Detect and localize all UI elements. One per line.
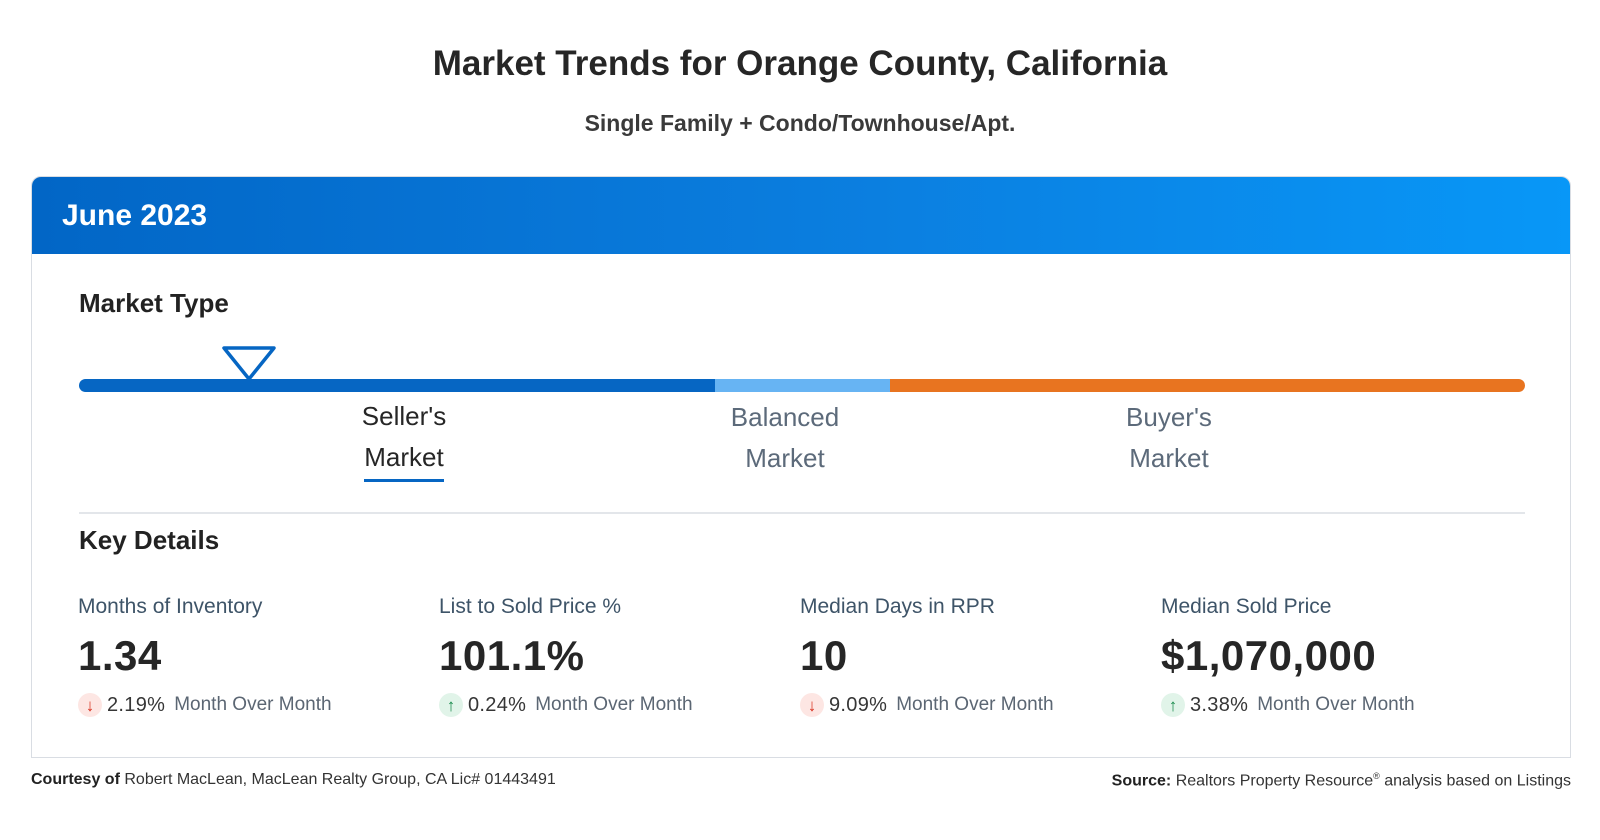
card-header: June 2023 <box>32 177 1570 254</box>
metric-label: Months of Inventory <box>78 595 263 618</box>
metric-value: 101.1% <box>439 632 585 679</box>
arrow-up-icon: ↑ <box>439 693 463 717</box>
change-label: Month Over Month <box>174 694 332 715</box>
market-type-title: Market Type <box>79 288 229 318</box>
market-type-scale <box>79 379 1525 392</box>
label-balanced-market: Balanced Market <box>715 397 855 479</box>
source-name: Realtors Property Resource <box>1175 772 1374 790</box>
label-sellers-line1: Seller's <box>361 401 447 431</box>
source-label: Source: <box>1111 772 1172 790</box>
courtesy-text: Robert MacLean, MacLean Realty Group, CA… <box>124 771 556 788</box>
label-buyers-line1: Buyer's <box>1126 402 1212 432</box>
key-details-title: Key Details <box>79 525 220 555</box>
period-label: June 2023 <box>62 198 208 232</box>
label-sellers-line2: Market <box>364 437 444 482</box>
label-buyers-line2: Market <box>1129 443 1209 473</box>
metric-change: ↑ 3.38% Month Over Month <box>1161 693 1521 717</box>
scale-segment-balanced <box>715 379 890 392</box>
metric-months-of-inventory: Months of Inventory 1.34 ↓ 2.19% Month O… <box>78 595 438 717</box>
market-position-marker-icon <box>222 346 276 381</box>
label-buyers-market: Buyer's Market <box>1109 397 1229 479</box>
metric-label: List to Sold Price % <box>439 595 622 618</box>
footer-source: Source: Realtors Property Resource® anal… <box>1112 771 1571 790</box>
metric-change: ↓ 2.19% Month Over Month <box>78 693 438 717</box>
arrow-down-icon: ↓ <box>78 693 102 717</box>
arrow-up-icon: ↑ <box>1161 693 1185 717</box>
label-sellers-market: Seller's Market <box>354 396 454 482</box>
label-balanced-line1: Balanced <box>730 402 840 432</box>
metric-change: ↑ 0.24% Month Over Month <box>439 693 799 717</box>
selected-underline <box>364 479 444 482</box>
section-divider <box>79 512 1525 514</box>
scale-segment-seller <box>79 379 715 392</box>
metric-change: ↓ 9.09% Month Over Month <box>800 693 1160 717</box>
source-text: analysis based on Listings <box>1384 772 1571 790</box>
metric-median-days-in-rpr: Median Days in RPR 10 ↓ 9.09% Month Over… <box>800 595 1160 717</box>
market-trends-card: June 2023 Market Type Seller's Market Ba… <box>31 176 1571 758</box>
metric-label: Median Days in RPR <box>800 595 995 618</box>
metric-median-sold-price: Median Sold Price $1,070,000 ↑ 3.38% Mon… <box>1161 595 1521 717</box>
metric-list-to-sold-price: List to Sold Price % 101.1% ↑ 0.24% Mont… <box>439 595 799 717</box>
change-label: Month Over Month <box>535 694 693 715</box>
label-balanced-line2: Market <box>745 443 825 473</box>
page-subtitle: Single Family + Condo/Townhouse/Apt. <box>584 110 1016 136</box>
footer-courtesy: Courtesy of Robert MacLean, MacLean Real… <box>31 771 556 789</box>
metric-value: $1,070,000 <box>1161 632 1377 679</box>
metric-value: 1.34 <box>78 632 162 679</box>
change-percent: 9.09% <box>829 693 888 716</box>
arrow-down-icon: ↓ <box>800 693 824 717</box>
page-title: Market Trends for Orange County, Califor… <box>432 44 1168 83</box>
change-percent: 0.24% <box>468 693 527 716</box>
courtesy-label: Courtesy of <box>31 771 120 788</box>
scale-segment-buyer <box>890 379 1525 392</box>
change-label: Month Over Month <box>1257 694 1415 715</box>
registered-mark: ® <box>1373 771 1380 781</box>
change-percent: 2.19% <box>107 693 166 716</box>
change-percent: 3.38% <box>1190 693 1249 716</box>
metric-label: Median Sold Price <box>1161 595 1332 618</box>
metric-value: 10 <box>800 632 848 679</box>
change-label: Month Over Month <box>896 694 1054 715</box>
